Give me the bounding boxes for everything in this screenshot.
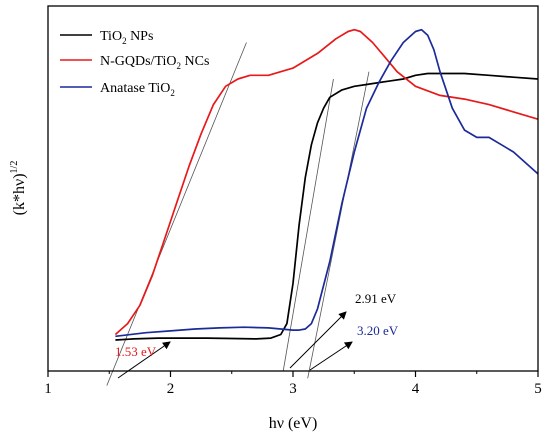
x-axis-label: hν (eV) xyxy=(269,415,318,432)
x-tick-label: 2 xyxy=(167,381,175,397)
x-tick-label: 3 xyxy=(289,381,297,397)
annotation-2-91-ev: 2.91 eV xyxy=(355,291,397,306)
legend: TiO2 NPs N-GQDs/TiO2 NCs Anatase TiO2 xyxy=(60,29,209,98)
annotation-arrow-1-53 xyxy=(117,341,171,379)
x-tick-label: 5 xyxy=(534,381,542,397)
annotation-arrow-2-91 xyxy=(289,311,347,369)
x-tick-label: 4 xyxy=(412,381,420,397)
legend-label-ngqds-tio2-ncs: N-GQDs/TiO2 NCs xyxy=(100,54,209,71)
annotation-3-20-ev: 3.20 eV xyxy=(357,323,399,338)
series-line-ngqds-tio2-ncs xyxy=(114,28,539,336)
series-line-tio2-nps xyxy=(115,72,539,341)
y-axis-label: (k*hν)1/2 xyxy=(9,161,28,216)
legend-label-tio2-nps: TiO2 NPs xyxy=(100,29,153,46)
tangent-lines xyxy=(106,42,370,386)
tangent-line-1 xyxy=(106,42,247,386)
annotation-1-53-ev: 1.53 eV xyxy=(115,344,157,359)
series-line-anatase-tio2 xyxy=(115,28,539,338)
x-tick-label: 1 xyxy=(44,381,52,397)
annotation-arrow-3-20 xyxy=(309,341,353,371)
tangent-line-2 xyxy=(282,78,334,372)
series-lines xyxy=(114,28,539,341)
x-axis-ticks: 1 2 3 4 5 xyxy=(44,371,542,397)
legend-label-anatase-tio2: Anatase TiO2 xyxy=(100,81,175,98)
tangent-line-3 xyxy=(307,71,370,379)
